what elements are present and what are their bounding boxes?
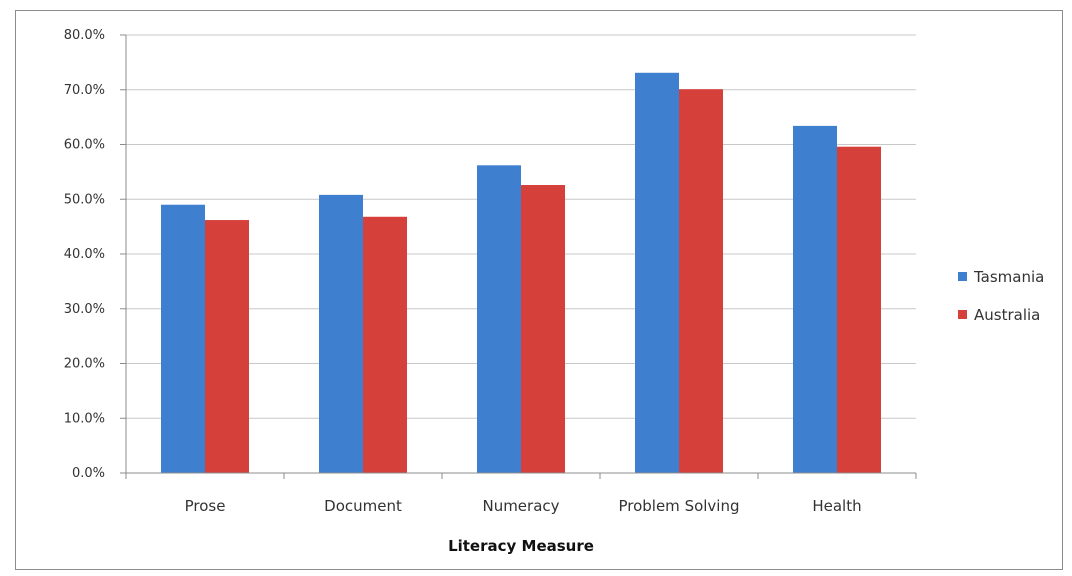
bar-tasmania-numeracy <box>477 165 521 473</box>
legend-label-australia: Australia <box>974 306 1040 324</box>
y-tick-label: 30.0% <box>64 302 105 317</box>
x-axis-title: Literacy Measure <box>448 537 594 555</box>
y-tick-label: 0.0% <box>72 466 105 481</box>
x-category-label: Health <box>812 497 861 515</box>
y-tick-label: 10.0% <box>64 411 105 426</box>
x-category-label: Prose <box>185 497 226 515</box>
bar-tasmania-prose <box>161 204 205 473</box>
y-tick-label: 80.0% <box>64 28 105 43</box>
bar-tasmania-problem-solving <box>635 72 679 473</box>
legend-swatch-australia <box>958 310 967 319</box>
y-tick-label: 20.0% <box>64 357 105 372</box>
legend-swatch-tasmania <box>958 272 967 281</box>
bars <box>161 72 881 473</box>
bar-australia-problem-solving <box>679 89 723 473</box>
y-tick-label: 70.0% <box>64 83 105 98</box>
axes: 0.0% 10.0% 20.0% 30.0% 40.0% 50.0% 60.0% 70.0% 8… <box>64 28 917 515</box>
bar-australia-health <box>837 146 881 473</box>
y-tick-label: 40.0% <box>64 247 105 262</box>
bar-tasmania-document <box>319 194 363 473</box>
y-tick-label: 50.0% <box>64 192 105 207</box>
legend: Tasmania Australia <box>958 268 1044 324</box>
legend-label-tasmania: Tasmania <box>973 268 1044 286</box>
bar-australia-numeracy <box>521 185 565 473</box>
bar-australia-prose <box>205 220 249 473</box>
x-category-label: Numeracy <box>482 497 559 515</box>
x-category-label: Problem Solving <box>618 497 739 515</box>
x-category-label: Document <box>324 497 402 515</box>
bar-australia-document <box>363 216 407 473</box>
y-tick-label: 60.0% <box>64 138 105 153</box>
bar-tasmania-health <box>793 125 837 473</box>
